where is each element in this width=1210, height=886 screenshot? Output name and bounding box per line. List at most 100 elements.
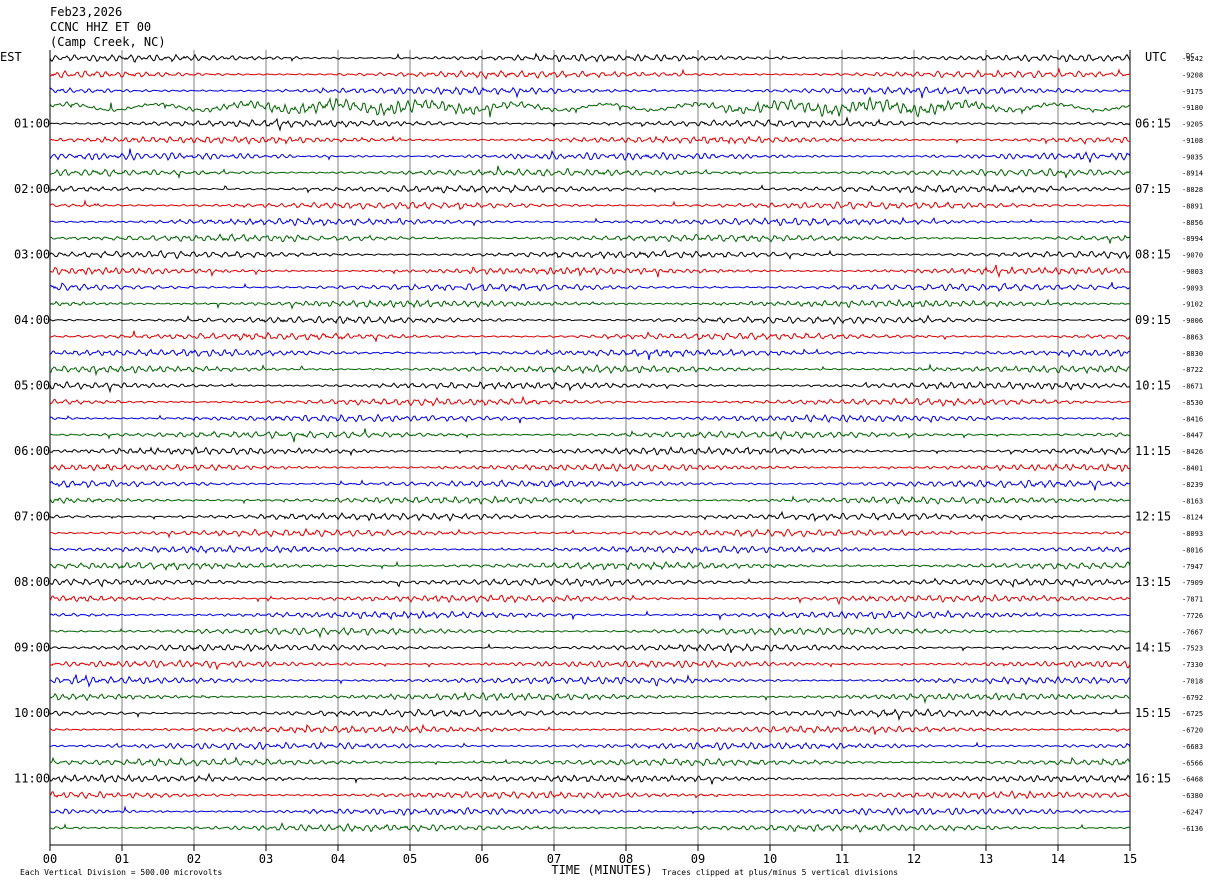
trace-group	[49, 52, 1131, 833]
trace-line-42	[49, 723, 1131, 735]
dc-offset-label: -6720	[1182, 727, 1203, 735]
dc-offset-label: -8856	[1182, 219, 1203, 227]
x-tick-label: 15	[1123, 852, 1137, 866]
dc-offset-label: -9175	[1182, 88, 1203, 96]
utc-hour-label: 08:15	[1135, 248, 1171, 262]
trace-line-45	[49, 772, 1131, 785]
dc-offset-label: -8828	[1182, 186, 1203, 194]
header-location: (Camp Creek, NC)	[50, 35, 166, 49]
dc-offset-label: -6380	[1182, 792, 1203, 800]
x-tick-label: 13	[979, 852, 993, 866]
utc-hour-label: 14:15	[1135, 641, 1171, 655]
footer-scale-note: Each Vertical Division = 500.00 microvol…	[20, 868, 222, 877]
trace-line-37	[49, 642, 1131, 654]
trace-line-44	[49, 756, 1131, 767]
utc-hour-label: 07:15	[1135, 182, 1171, 196]
trace-line-17	[49, 314, 1131, 326]
est-hour-label: 08:00	[14, 575, 50, 589]
est-hour-label: 11:00	[14, 772, 50, 786]
utc-hour-label: 09:15	[1135, 313, 1171, 327]
dc-label: DC	[1186, 52, 1194, 60]
x-tick-label: 14	[1051, 852, 1065, 866]
trace-line-16	[49, 298, 1131, 310]
utc-hour-labels: 06:15 07:15 08:15 09:15 10:15 11:15 12:15 13:15…	[1135, 117, 1171, 786]
header-date: Feb23,2026	[50, 5, 122, 19]
dc-offset-label: -7909	[1182, 579, 1203, 587]
trace-line-36	[49, 626, 1131, 639]
dc-offset-label: -7330	[1182, 661, 1203, 669]
est-hour-label: 09:00	[14, 641, 50, 655]
trace-line-26	[49, 463, 1131, 473]
x-tick-label: 09	[691, 852, 705, 866]
trace-line-10	[49, 198, 1131, 211]
x-tick-label: 11	[835, 852, 849, 866]
dc-offset-label: -9035	[1182, 153, 1203, 161]
dc-offset-label: -9102	[1182, 301, 1203, 309]
dc-offset-label: -9205	[1182, 121, 1203, 129]
est-axis-label: EST	[0, 50, 22, 64]
trace-line-12	[49, 233, 1131, 244]
dc-offset-label: -8671	[1182, 383, 1203, 391]
dc-offset-label: -7726	[1182, 612, 1203, 620]
est-hour-label: 06:00	[14, 444, 50, 458]
utc-hour-label: 10:15	[1135, 379, 1171, 393]
dc-offset-label: -9093	[1182, 284, 1203, 292]
trace-line-13	[49, 249, 1131, 260]
dc-offset-label: -9006	[1182, 317, 1203, 325]
x-tick-label: 08	[619, 852, 633, 866]
dc-offset-labels: -9242 -9208 -9175 -9180 -9205 -9108 -9035 -8914…	[1182, 55, 1203, 833]
x-tick-label: 04	[331, 852, 345, 866]
dc-offset-label: -6725	[1182, 710, 1203, 718]
trace-line-32	[49, 560, 1131, 572]
trace-line-25	[50, 445, 1131, 457]
dc-offset-label: -7667	[1182, 628, 1203, 636]
dc-offset-label: -8416	[1182, 415, 1203, 423]
est-hour-label: 04:00	[14, 313, 50, 327]
utc-hour-label: 12:15	[1135, 510, 1171, 524]
trace-line-47	[49, 805, 1131, 817]
footer-clip-note: Traces clipped at plus/minus 5 vertical …	[662, 868, 898, 877]
x-tick-label: 06	[475, 852, 489, 866]
trace-line-18	[49, 330, 1131, 342]
x-tick-label: 07	[547, 852, 561, 866]
trace-line-41	[49, 708, 1131, 722]
trace-line-2	[49, 67, 1131, 80]
trace-line-28	[49, 495, 1131, 505]
trace-line-43	[49, 741, 1131, 751]
utc-axis-label: UTC	[1145, 50, 1167, 64]
x-tick-label: 02	[187, 852, 201, 866]
x-axis-ticks: 00 01 02 03 04 05 06 07 08 09 10 11 12 13 14 15	[43, 845, 1137, 866]
dc-offset-label: -6136	[1182, 825, 1203, 833]
dc-offset-label: -8722	[1182, 366, 1203, 374]
dc-offset-label: -6683	[1182, 743, 1203, 751]
est-hour-label: 10:00	[14, 706, 50, 720]
trace-line-6	[49, 135, 1131, 145]
trace-line-23	[49, 413, 1131, 424]
est-hour-label: 05:00	[14, 379, 50, 393]
trace-line-8	[49, 165, 1131, 180]
est-hour-labels: 01:00 02:00 03:00 04:00 05:00 06:00 07:00 08:00…	[14, 117, 50, 786]
trace-line-35	[49, 609, 1131, 622]
trace-line-3	[49, 85, 1131, 99]
dc-offset-label: -6566	[1182, 759, 1203, 767]
x-axis-title: TIME (MINUTES)	[551, 863, 652, 877]
dc-offset-label: -7947	[1182, 563, 1203, 571]
trace-line-1	[49, 52, 1131, 63]
trace-line-5	[49, 116, 1131, 132]
utc-hour-label: 06:15	[1135, 117, 1171, 131]
trace-line-11	[49, 216, 1131, 227]
utc-hour-label: 13:15	[1135, 575, 1171, 589]
dc-offset-label: -8163	[1182, 497, 1203, 505]
utc-hour-label: 15:15	[1135, 706, 1171, 720]
est-hour-label: 03:00	[14, 248, 50, 262]
dc-offset-label: -9108	[1182, 137, 1203, 145]
dc-offset-label: -9070	[1182, 252, 1203, 260]
header-station: CCNC HHZ ET 00	[50, 20, 151, 34]
x-tick-label: 05	[403, 852, 417, 866]
utc-hour-label: 11:15	[1135, 444, 1171, 458]
dc-offset-label: -8863	[1182, 333, 1203, 341]
dc-offset-label: -8239	[1182, 481, 1203, 489]
est-hour-label: 02:00	[14, 182, 50, 196]
trace-line-40	[49, 691, 1131, 705]
dc-offset-label: -7018	[1182, 677, 1203, 685]
